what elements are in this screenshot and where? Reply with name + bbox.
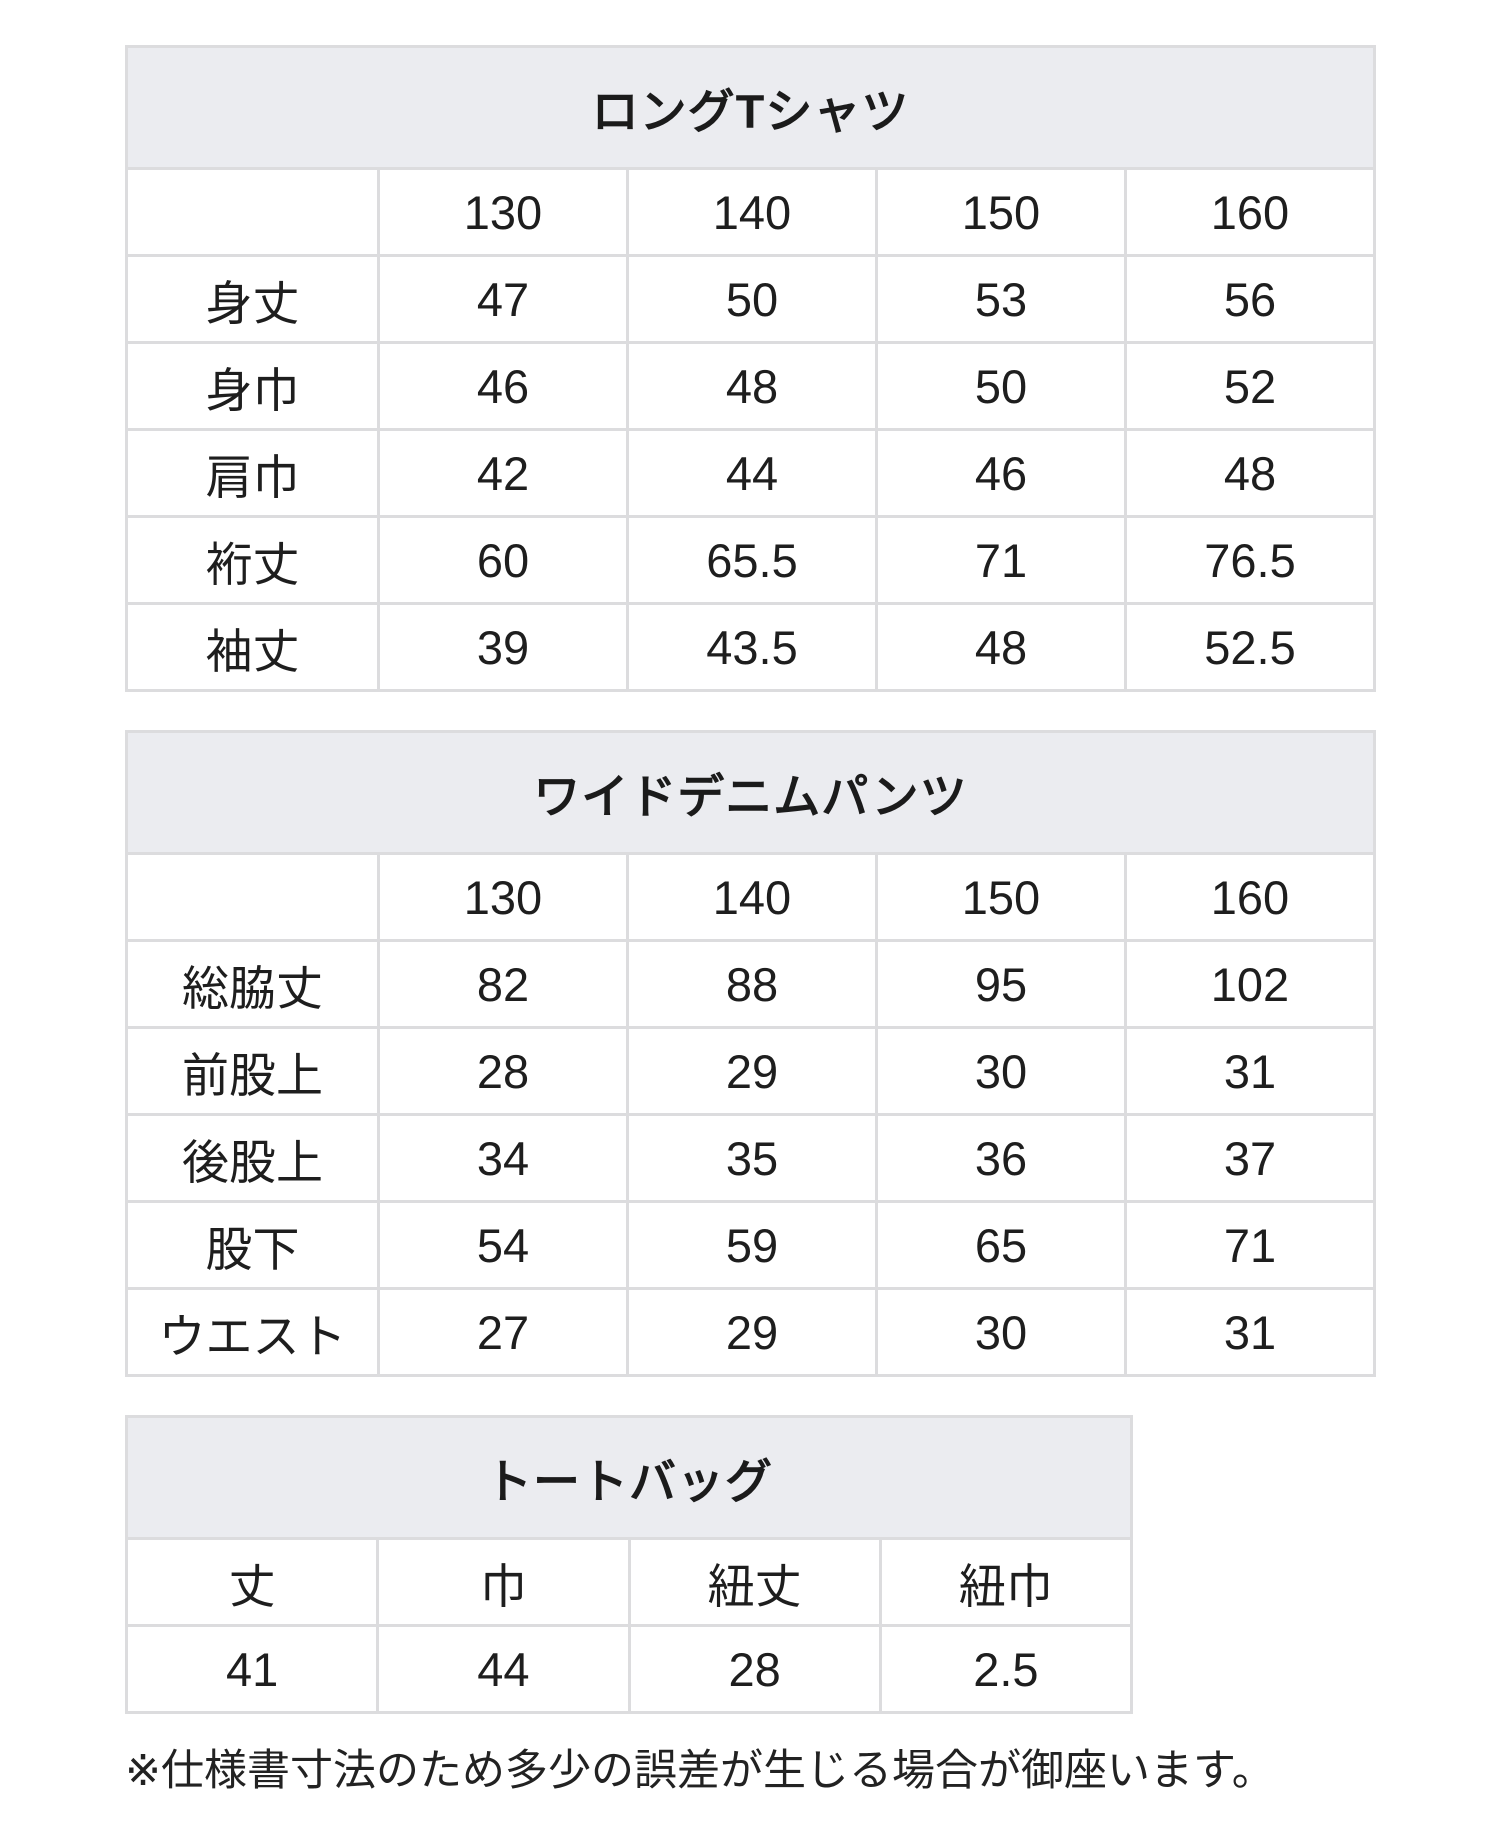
value-cell: 65 bbox=[878, 1203, 1124, 1287]
value-cell: 35 bbox=[629, 1116, 875, 1200]
value-cell: 50 bbox=[629, 257, 875, 341]
value-cell: 44 bbox=[379, 1627, 628, 1711]
wide-denim-pants-size-table: ワイドデニムパンツ 130 140 150 160 総脇丈 82 88 95 1… bbox=[125, 730, 1376, 1377]
value-cell: 30 bbox=[878, 1029, 1124, 1113]
value-cell: 34 bbox=[380, 1116, 626, 1200]
tote-bag-size-table: トートバッグ 丈 巾 紐丈 紐巾 41 44 28 2.5 bbox=[125, 1415, 1133, 1714]
value-cell: 95 bbox=[878, 942, 1124, 1026]
row-label-inseam: 股下 bbox=[128, 1203, 377, 1287]
value-cell: 76.5 bbox=[1127, 518, 1373, 602]
row-label-back-rise: 後股上 bbox=[128, 1116, 377, 1200]
value-cell: 46 bbox=[380, 344, 626, 428]
column-header-130: 130 bbox=[380, 855, 626, 939]
long-tshirt-table-title: ロングTシャツ bbox=[128, 48, 1373, 167]
value-cell: 29 bbox=[629, 1029, 875, 1113]
value-cell: 36 bbox=[878, 1116, 1124, 1200]
row-label-body-width: 身巾 bbox=[128, 344, 377, 428]
column-header-strap-width: 紐巾 bbox=[881, 1540, 1130, 1624]
column-header-strap-length: 紐丈 bbox=[630, 1540, 879, 1624]
row-label-sleeve-center-length: 裄丈 bbox=[128, 518, 377, 602]
value-cell: 31 bbox=[1127, 1029, 1373, 1113]
column-header-length: 丈 bbox=[128, 1540, 377, 1624]
value-cell: 65.5 bbox=[629, 518, 875, 602]
value-cell: 31 bbox=[1127, 1290, 1373, 1374]
value-cell: 27 bbox=[380, 1290, 626, 1374]
value-cell: 37 bbox=[1127, 1116, 1373, 1200]
value-cell: 52.5 bbox=[1127, 605, 1373, 689]
column-header-width: 巾 bbox=[379, 1540, 628, 1624]
value-cell: 42 bbox=[380, 431, 626, 515]
value-cell: 71 bbox=[878, 518, 1124, 602]
column-header-140: 140 bbox=[629, 855, 875, 939]
value-cell: 47 bbox=[380, 257, 626, 341]
disclaimer-note: ※仕様書寸法のため多少の誤差が生じる場合が御座います。 bbox=[125, 1747, 1275, 1795]
value-cell: 59 bbox=[629, 1203, 875, 1287]
corner-empty-cell bbox=[128, 170, 377, 254]
column-header-150: 150 bbox=[878, 170, 1124, 254]
value-cell: 44 bbox=[629, 431, 875, 515]
value-cell: 30 bbox=[878, 1290, 1124, 1374]
row-label-body-length: 身丈 bbox=[128, 257, 377, 341]
value-cell: 56 bbox=[1127, 257, 1373, 341]
row-label-waist: ウエスト bbox=[128, 1290, 377, 1374]
wide-denim-pants-table-title: ワイドデニムパンツ bbox=[128, 733, 1373, 852]
column-header-130: 130 bbox=[380, 170, 626, 254]
value-cell: 71 bbox=[1127, 1203, 1373, 1287]
row-label-total-side-length: 総脇丈 bbox=[128, 942, 377, 1026]
column-header-160: 160 bbox=[1127, 855, 1373, 939]
corner-empty-cell bbox=[128, 855, 377, 939]
long-tshirt-size-table: ロングTシャツ 130 140 150 160 身丈 47 50 53 56 身… bbox=[125, 45, 1376, 692]
value-cell: 28 bbox=[630, 1627, 879, 1711]
value-cell: 2.5 bbox=[881, 1627, 1130, 1711]
value-cell: 29 bbox=[629, 1290, 875, 1374]
value-cell: 48 bbox=[629, 344, 875, 428]
value-cell: 43.5 bbox=[629, 605, 875, 689]
tote-bag-table-title: トートバッグ bbox=[128, 1418, 1130, 1537]
value-cell: 28 bbox=[380, 1029, 626, 1113]
value-cell: 60 bbox=[380, 518, 626, 602]
value-cell: 82 bbox=[380, 942, 626, 1026]
value-cell: 50 bbox=[878, 344, 1124, 428]
value-cell: 41 bbox=[128, 1627, 377, 1711]
value-cell: 48 bbox=[1127, 431, 1373, 515]
value-cell: 39 bbox=[380, 605, 626, 689]
value-cell: 46 bbox=[878, 431, 1124, 515]
row-label-front-rise: 前股上 bbox=[128, 1029, 377, 1113]
row-label-sleeve-length: 袖丈 bbox=[128, 605, 377, 689]
column-header-150: 150 bbox=[878, 855, 1124, 939]
value-cell: 88 bbox=[629, 942, 875, 1026]
column-header-160: 160 bbox=[1127, 170, 1373, 254]
value-cell: 48 bbox=[878, 605, 1124, 689]
value-cell: 54 bbox=[380, 1203, 626, 1287]
value-cell: 53 bbox=[878, 257, 1124, 341]
row-label-shoulder-width: 肩巾 bbox=[128, 431, 377, 515]
value-cell: 52 bbox=[1127, 344, 1373, 428]
value-cell: 102 bbox=[1127, 942, 1373, 1026]
column-header-140: 140 bbox=[629, 170, 875, 254]
